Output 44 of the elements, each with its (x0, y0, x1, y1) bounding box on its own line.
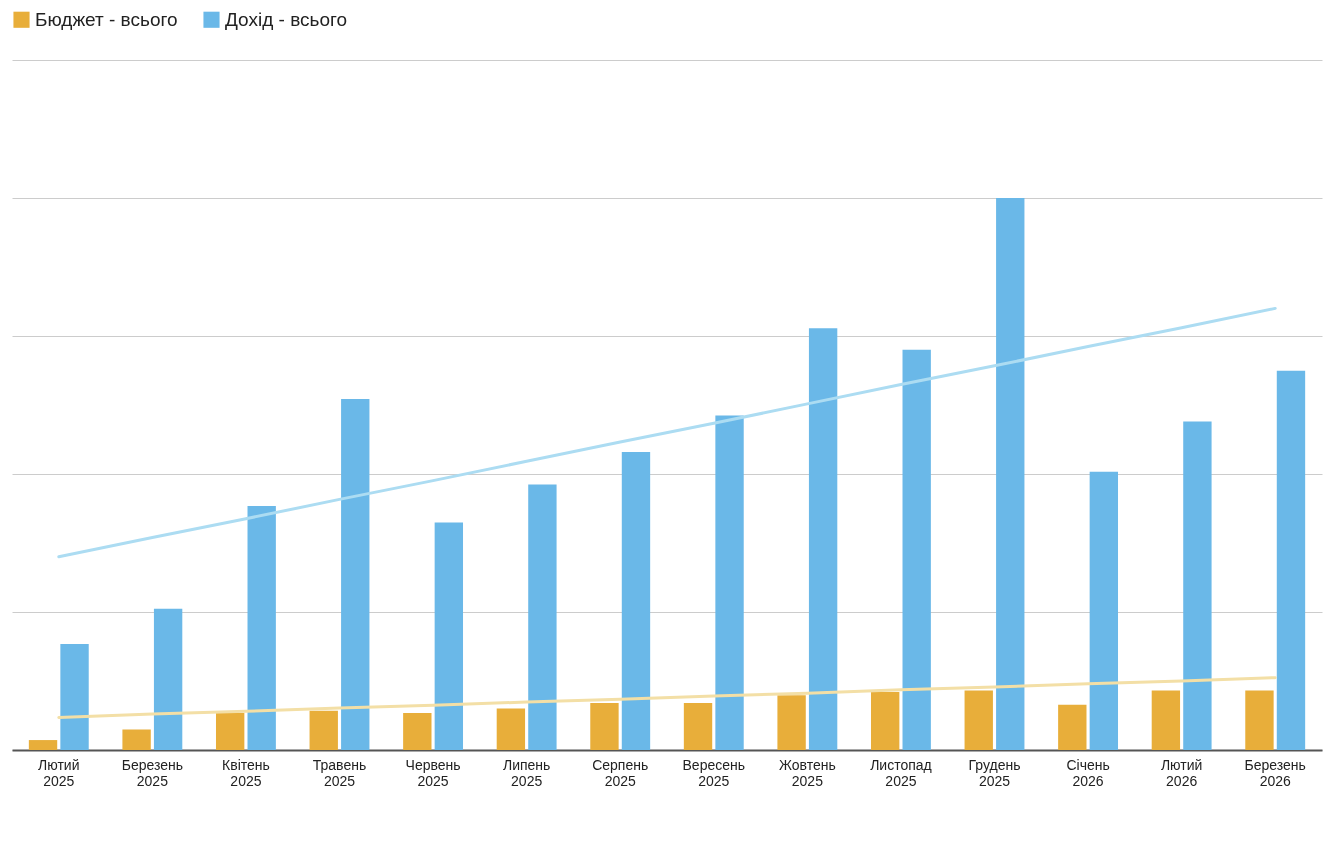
bar (996, 198, 1025, 750)
bar (403, 713, 432, 750)
bar (341, 398, 370, 750)
bar (215, 713, 245, 750)
x-tick-label: Лютий 2026 (1160, 756, 1203, 789)
legend-label: Дохід - всього (225, 8, 348, 30)
bar (1151, 690, 1181, 750)
x-tick-label: Жовтень 2025 (778, 756, 836, 789)
x-tick-label: Травень 2025 (312, 756, 367, 789)
bar (715, 415, 744, 750)
bar (28, 740, 58, 750)
bar (434, 522, 464, 750)
bar (621, 451, 651, 750)
legend-label: Бюджет - всього (35, 8, 178, 30)
bar (902, 349, 931, 750)
x-tick-label: Серпень 2025 (592, 756, 649, 789)
x-tick-label: Липень 2025 (502, 756, 551, 789)
x-tick-label: Березень 2026 (1244, 756, 1306, 789)
bar (153, 608, 183, 750)
bar (247, 506, 276, 750)
bar (964, 690, 993, 750)
bar (496, 708, 526, 750)
x-tick-label: Червень 2025 (405, 756, 461, 789)
bar (1245, 690, 1274, 750)
bar (1058, 704, 1087, 750)
x-tick-label: Листопад 2025 (870, 756, 932, 789)
x-tick-label: Квітень 2025 (222, 756, 270, 789)
x-tick-label: Січень 2026 (1066, 756, 1110, 789)
bar (1183, 421, 1212, 750)
bar (777, 695, 806, 750)
bar (870, 692, 900, 750)
bar (590, 703, 619, 750)
bar (60, 644, 89, 750)
bar (1089, 471, 1119, 750)
x-tick-label: Вересень 2025 (682, 756, 746, 789)
bar (528, 484, 557, 750)
bar (122, 729, 151, 750)
bar (683, 703, 713, 750)
x-tick-label: Грудень 2025 (968, 756, 1021, 789)
bar (309, 710, 338, 750)
bar (1276, 370, 1306, 750)
bar (808, 328, 838, 750)
x-tick-label: Березень 2025 (121, 756, 184, 789)
x-tick-label: Лютий 2025 (38, 756, 80, 789)
